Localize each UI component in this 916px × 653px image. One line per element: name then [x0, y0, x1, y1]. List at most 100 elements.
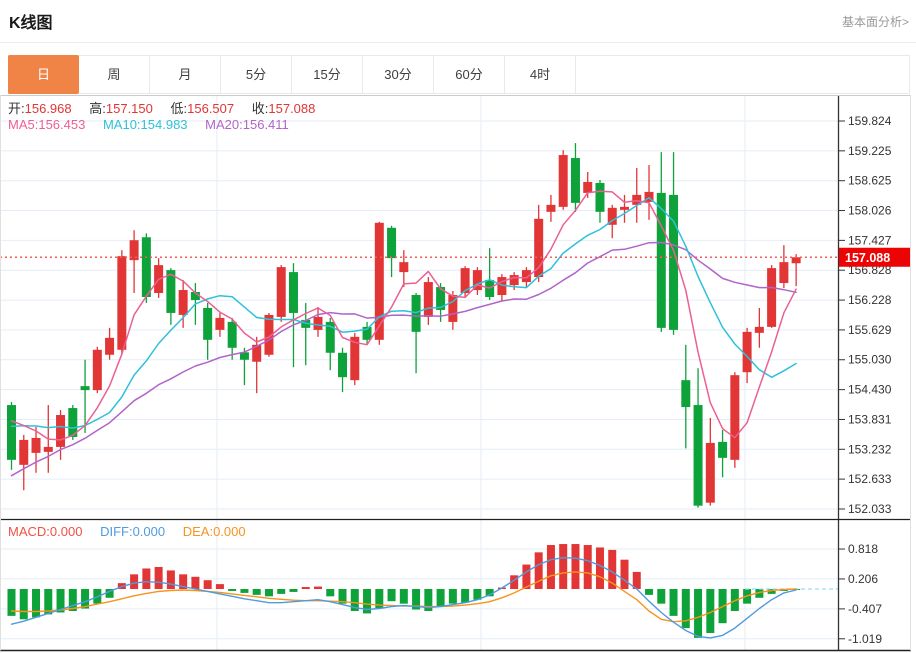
price-axis-label: 159.824	[848, 114, 892, 128]
macd-bar	[314, 586, 322, 589]
macd-bar	[277, 589, 286, 594]
candle-body	[558, 155, 568, 207]
tab-month[interactable]: 月	[150, 56, 221, 93]
fundamental-analysis-link[interactable]: 基本面分析>	[841, 15, 909, 29]
macd-bar	[559, 544, 568, 589]
macd-bar	[240, 589, 249, 593]
tab-day[interactable]: 日	[8, 55, 79, 94]
candle-body	[56, 415, 66, 447]
candle-body	[68, 408, 78, 437]
candle-body	[288, 272, 298, 313]
price-axis-label: 153.232	[848, 442, 892, 456]
candle-body	[129, 240, 139, 261]
kline-chart-widget[interactable]: 开:156.968 高:157.150 低:156.507 收:157.088 …	[0, 95, 911, 652]
macd-bar	[56, 589, 65, 613]
price-axis-label: 158.026	[848, 204, 892, 218]
candle-body	[779, 262, 789, 284]
candle-body	[448, 295, 458, 322]
macd-bar	[203, 580, 212, 589]
page-title: K线图	[9, 15, 53, 32]
macd-bar	[583, 545, 592, 589]
tab-4hour[interactable]: 4时	[505, 56, 576, 93]
macd-bar	[68, 589, 77, 611]
macd-bar	[767, 589, 776, 594]
macd-bar	[301, 587, 310, 589]
price-axis-label: 154.430	[848, 383, 892, 397]
macd-bar	[154, 567, 163, 589]
macd-bar	[81, 589, 90, 609]
candle-body	[730, 375, 740, 460]
candle-body	[178, 290, 188, 315]
macd-bar	[461, 589, 470, 603]
candle-body	[374, 222, 384, 340]
timeframe-tabbar: 日 周 月 5分 15分 30分 60分 4时	[8, 55, 910, 94]
macd-bar	[620, 559, 629, 589]
macd-bar	[571, 544, 580, 589]
candle-body	[203, 307, 213, 340]
macd-bar	[669, 589, 678, 616]
macd-bar	[130, 574, 139, 589]
macd-bar	[363, 589, 372, 614]
candle-body	[460, 268, 470, 294]
macd-bar	[510, 575, 519, 589]
candle-body	[497, 277, 507, 296]
candle-body	[227, 321, 237, 348]
candle-body	[521, 270, 531, 283]
candle-body	[80, 386, 90, 391]
candle-body	[754, 326, 764, 333]
candle-body	[436, 287, 446, 310]
macd-axis-label: -0.407	[848, 602, 882, 616]
ma10-line	[10, 196, 797, 429]
macd-bar	[681, 589, 690, 629]
candle-body	[362, 326, 372, 340]
candle-body	[276, 267, 286, 317]
candle-body	[546, 204, 556, 212]
candle-body	[350, 336, 360, 381]
macd-bar	[44, 589, 53, 615]
tab-5min[interactable]: 5分	[221, 56, 292, 93]
macd-bar	[694, 589, 703, 638]
current-price-marker	[839, 247, 910, 267]
macd-bar	[534, 552, 543, 589]
macd-bar	[608, 549, 617, 589]
tab-60min[interactable]: 60分	[434, 56, 505, 93]
macd-bar	[19, 589, 28, 620]
candle-body	[92, 349, 102, 391]
candle-body	[681, 380, 691, 408]
macd-bar	[595, 547, 604, 589]
diff-line	[10, 557, 797, 639]
current-price-marker-value: 157.088	[845, 251, 890, 265]
candle-body	[7, 405, 16, 460]
macd-bar	[436, 589, 445, 607]
tab-15min[interactable]: 15分	[292, 56, 363, 93]
macd-axis-label: -1.019	[848, 632, 882, 646]
price-axis-label: 158.625	[848, 174, 892, 188]
tab-30min[interactable]: 30分	[363, 56, 434, 93]
kline-chart-canvas[interactable]: 159.824159.225158.625158.026157.427156.8…	[0, 95, 911, 652]
candle-body	[252, 344, 262, 362]
price-axis-label: 153.831	[848, 412, 892, 426]
tab-week[interactable]: 周	[79, 56, 150, 93]
candle-body	[411, 295, 421, 332]
macd-bar	[228, 589, 237, 591]
ma20-line	[10, 241, 797, 477]
candle-body	[705, 442, 715, 503]
macd-axis-label: 0.206	[848, 572, 878, 586]
candle-body	[239, 352, 249, 360]
macd-bar	[179, 574, 188, 589]
price-axis-label: 152.633	[848, 472, 892, 486]
candle-body	[141, 237, 151, 297]
macd-bar	[387, 589, 396, 602]
candle-body	[607, 207, 617, 225]
macd-bar	[412, 589, 421, 610]
candle-body	[190, 292, 200, 300]
candle-body	[215, 317, 225, 330]
macd-bar	[350, 589, 359, 611]
macd-bar	[448, 589, 457, 604]
macd-bar	[289, 589, 298, 592]
candle-body	[570, 158, 580, 203]
macd-bar	[375, 589, 384, 609]
macd-bar	[424, 589, 433, 611]
candle-body	[325, 321, 335, 353]
price-axis-label: 155.030	[848, 353, 892, 367]
